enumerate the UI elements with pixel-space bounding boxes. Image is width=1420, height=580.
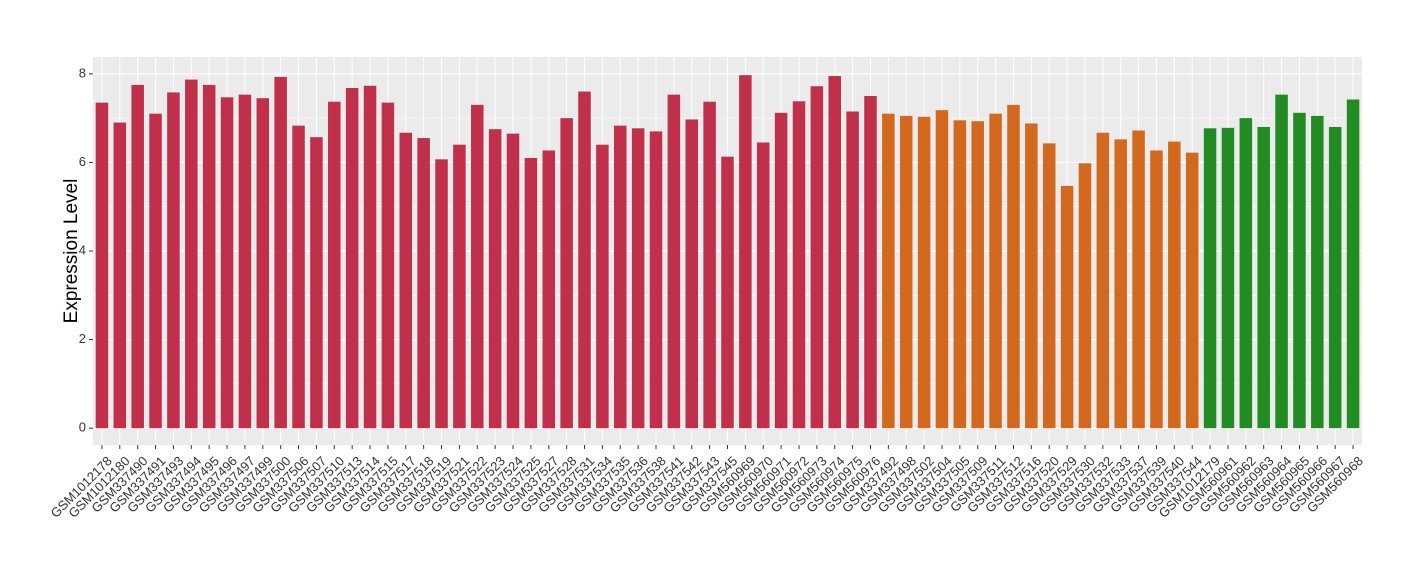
bar: [1221, 127, 1235, 429]
bar: [488, 129, 502, 429]
bar: [363, 85, 377, 429]
bar: [1025, 123, 1038, 429]
bar: [899, 115, 913, 429]
bar: [685, 119, 699, 429]
bar: [1078, 163, 1092, 429]
bar: [399, 132, 413, 429]
bar: [953, 120, 967, 429]
bar: [238, 94, 252, 429]
bar: [1042, 143, 1056, 429]
bar: [935, 110, 949, 429]
bar: [1239, 118, 1253, 429]
bar: [1132, 130, 1145, 429]
bar: [328, 101, 341, 429]
bar: [596, 144, 609, 429]
bar: [1168, 141, 1181, 429]
bar: [220, 97, 234, 429]
bar: [167, 92, 180, 429]
y-tick-label: 6: [79, 154, 86, 169]
bar: [1293, 112, 1306, 429]
bar: [542, 150, 556, 429]
bar: [1007, 104, 1020, 429]
bar: [202, 84, 216, 429]
y-tick-label: 0: [79, 420, 86, 435]
bar: [524, 157, 538, 429]
bar: [631, 128, 645, 429]
y-axis-label: Expression Level: [61, 179, 82, 324]
bar: [1096, 132, 1110, 429]
bar: [292, 125, 305, 429]
bar: [792, 101, 806, 429]
bar: [917, 116, 931, 429]
bar: [864, 95, 877, 429]
bar: [774, 112, 788, 429]
bar: [149, 113, 162, 429]
bar: [1060, 185, 1074, 429]
bar: [882, 113, 895, 429]
bar: [1311, 115, 1324, 429]
bar: [1203, 128, 1217, 429]
bar: [506, 133, 520, 429]
bar: [1328, 126, 1342, 429]
bar: [471, 104, 484, 429]
bar: [560, 118, 573, 429]
bar: [1275, 94, 1288, 429]
bar: [435, 159, 448, 429]
bar: [381, 102, 395, 429]
bar: [578, 91, 591, 429]
bar: [1114, 139, 1127, 429]
bar: [417, 138, 430, 429]
bar: [310, 137, 323, 429]
bar: [274, 76, 287, 429]
y-tick-label: 8: [79, 65, 86, 80]
bar: [113, 122, 127, 429]
bar: [185, 79, 198, 429]
bar: [95, 102, 109, 429]
bar: [1185, 152, 1199, 429]
bar: [453, 144, 466, 429]
y-tick-label: 2: [79, 331, 86, 346]
bar: [810, 86, 824, 429]
bar: [971, 121, 984, 429]
bar: [1346, 99, 1360, 429]
bar: [649, 131, 663, 429]
bar: [1257, 126, 1270, 429]
bar: [667, 94, 681, 429]
bar: [703, 101, 716, 429]
bar: [721, 156, 734, 429]
bar: [614, 125, 627, 429]
y-tick-label: 4: [79, 242, 86, 257]
bar: [345, 88, 359, 429]
bar: [1150, 150, 1163, 429]
bar: [846, 111, 859, 429]
bar: [828, 76, 841, 429]
bar: [256, 98, 270, 429]
bar: [756, 142, 770, 429]
bar: [131, 84, 144, 429]
bar: [989, 113, 1002, 429]
bar: [739, 75, 752, 429]
